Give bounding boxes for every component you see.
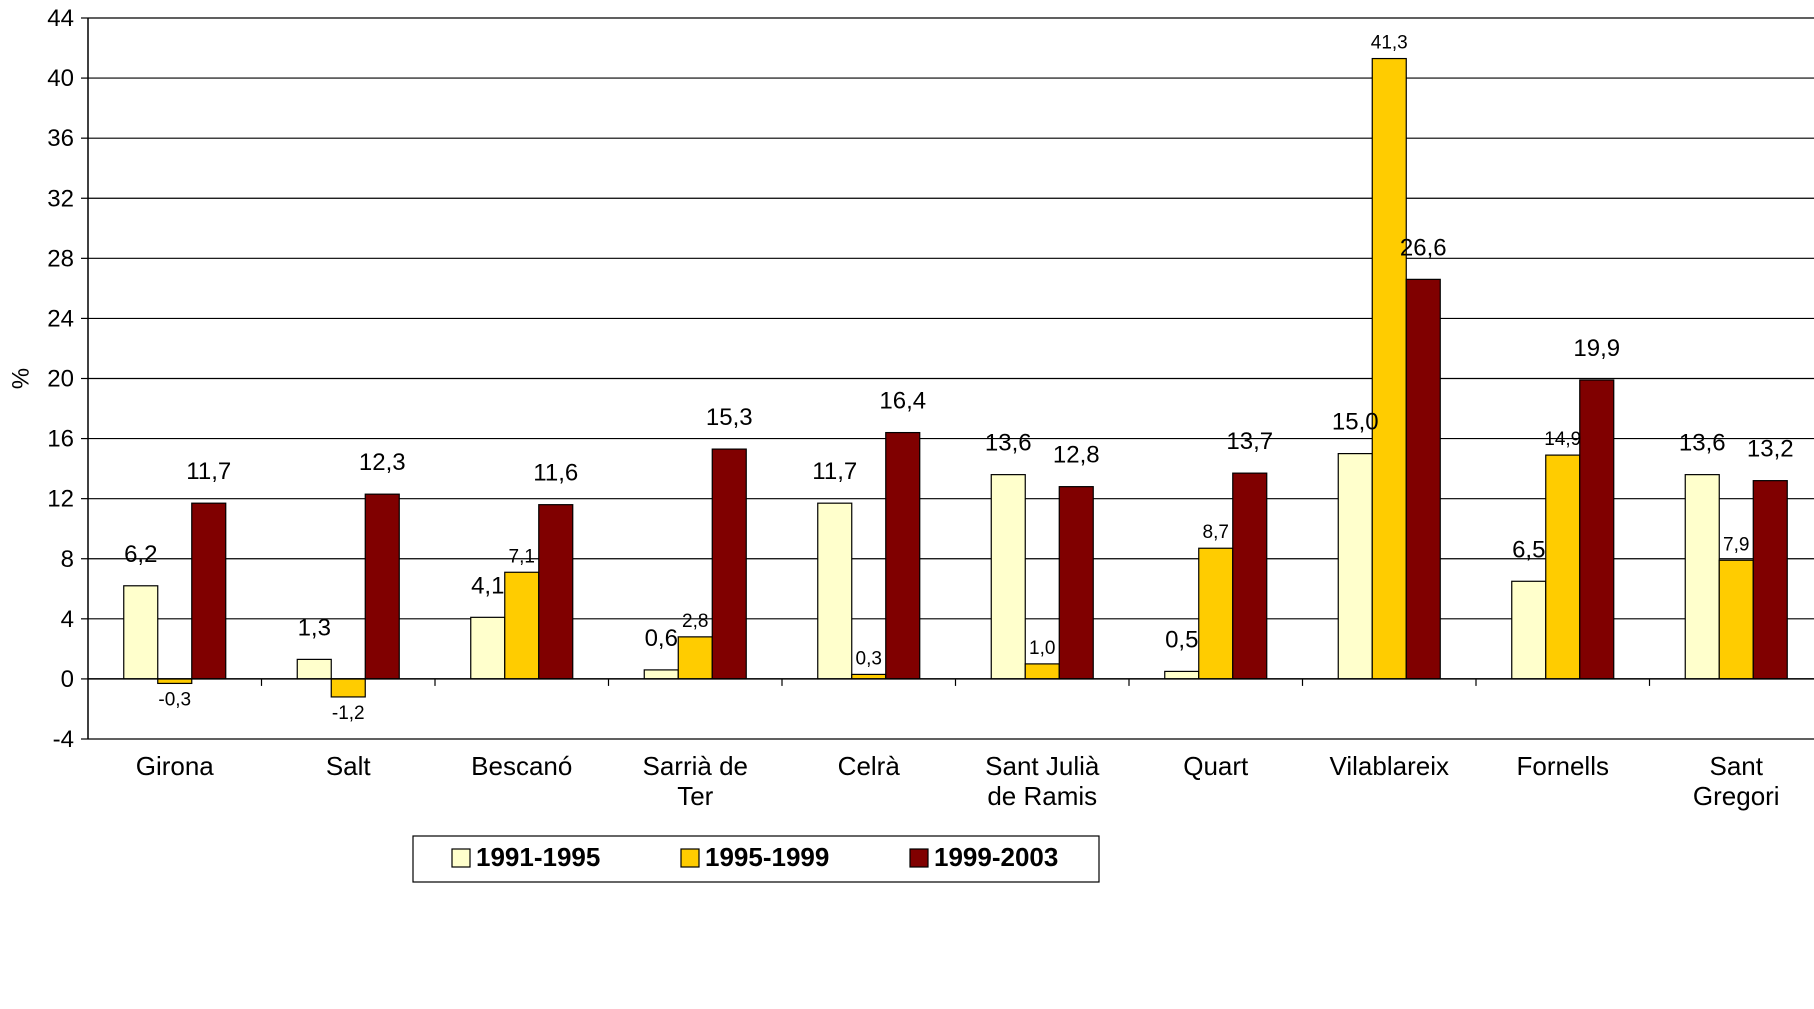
y-axis-label: % bbox=[6, 368, 33, 389]
data-label: 16,4 bbox=[879, 388, 926, 415]
bars bbox=[123, 57, 1788, 698]
legend-swatch bbox=[909, 848, 929, 868]
bar-1999-2003 bbox=[711, 448, 747, 680]
data-label: 13,6 bbox=[985, 430, 1032, 457]
y-tick-label: 32 bbox=[47, 185, 74, 212]
bar-1999-2003 bbox=[538, 504, 574, 680]
data-label: 13,2 bbox=[1747, 436, 1794, 463]
legend: 1991-1995 1995-1999 1999-2003 bbox=[412, 835, 1100, 883]
legend-entry: 1991-1995 bbox=[476, 842, 600, 872]
bar-1991-1995 bbox=[990, 474, 1026, 680]
data-label: -1,2 bbox=[332, 703, 365, 724]
bar-1999-2003 bbox=[364, 493, 400, 680]
y-tick-label: 24 bbox=[47, 305, 74, 332]
bar-1991-1995 bbox=[123, 585, 159, 680]
bar-1995-1999 bbox=[677, 636, 713, 680]
bar-1991-1995 bbox=[296, 658, 332, 680]
data-label: 41,3 bbox=[1371, 33, 1408, 54]
bar-1991-1995 bbox=[817, 502, 853, 680]
data-label: 8,7 bbox=[1203, 522, 1229, 543]
x-tick-label: Girona bbox=[136, 751, 215, 781]
y-tick-label: 0 bbox=[61, 666, 74, 693]
data-label: 7,1 bbox=[509, 546, 535, 567]
bar-1995-1999 bbox=[1718, 559, 1754, 680]
y-tick-label: 40 bbox=[47, 65, 74, 92]
y-axis: -4 0 4 8 12 16 20 24 28 32 36 40 44 bbox=[47, 5, 89, 753]
data-label: 13,6 bbox=[1679, 430, 1726, 457]
bar-1995-1999 bbox=[1545, 454, 1581, 680]
x-tick-label: Fornells bbox=[1517, 751, 1609, 781]
x-tick-label: Sarrià de Ter bbox=[643, 751, 749, 811]
data-label: 12,3 bbox=[359, 449, 406, 476]
bar-1995-1999 bbox=[1024, 663, 1060, 680]
legend-swatch bbox=[680, 848, 700, 868]
bar-1991-1995 bbox=[643, 669, 679, 680]
legend-entry: 1995-1999 bbox=[705, 842, 829, 872]
bar-1999-2003 bbox=[1405, 278, 1441, 680]
data-label: 0,3 bbox=[856, 648, 882, 669]
bar-1991-1995 bbox=[470, 616, 506, 680]
bar-1995-1999 bbox=[504, 571, 540, 680]
bar-1991-1995 bbox=[1337, 453, 1373, 680]
data-label: 12,8 bbox=[1053, 442, 1100, 469]
legend-entry: 1999-2003 bbox=[934, 842, 1058, 872]
data-label: 15,3 bbox=[706, 404, 753, 431]
data-label: 19,9 bbox=[1573, 335, 1620, 362]
bar-1991-1995 bbox=[1684, 474, 1720, 680]
bar-1991-1995 bbox=[1164, 670, 1200, 680]
bar-1999-2003 bbox=[1058, 486, 1094, 680]
x-tick-label: Vilablareix bbox=[1330, 751, 1449, 781]
y-tick-label: 28 bbox=[47, 245, 74, 272]
x-tick-label: Sant Julià de Ramis bbox=[985, 751, 1100, 811]
bar-1995-1999 bbox=[1198, 547, 1234, 680]
data-label: 0,6 bbox=[645, 625, 678, 652]
legend-swatch bbox=[451, 848, 471, 868]
y-tick-label: 20 bbox=[47, 366, 74, 393]
bar-1999-2003 bbox=[191, 502, 227, 680]
data-label: 6,5 bbox=[1512, 536, 1545, 563]
x-tick-label: Bescanó bbox=[471, 751, 572, 781]
bar-1995-1999 bbox=[330, 678, 366, 698]
y-tick-label: 16 bbox=[47, 426, 74, 453]
bar-1999-2003 bbox=[1752, 480, 1788, 680]
y-tick-label: 36 bbox=[47, 125, 74, 152]
bar-1995-1999 bbox=[1371, 57, 1407, 680]
data-label: 26,6 bbox=[1400, 234, 1447, 261]
data-label: 13,7 bbox=[1226, 428, 1273, 455]
data-label: 15,0 bbox=[1332, 409, 1379, 436]
data-label: 1,0 bbox=[1029, 638, 1055, 659]
y-tick-label: -4 bbox=[53, 726, 74, 753]
x-tick-label: Quart bbox=[1183, 751, 1249, 781]
bar-1999-2003 bbox=[1579, 379, 1615, 680]
x-tick-label: Sant Gregori bbox=[1693, 751, 1780, 811]
y-tick-label: 44 bbox=[47, 5, 74, 32]
data-label: 0,5 bbox=[1165, 626, 1198, 653]
data-label: -0,3 bbox=[158, 689, 191, 710]
data-labels: 6,2 -0,3 11,7 1,3 -1,2 12,3 4,17,1 11,6 0,62,8 15… bbox=[124, 33, 1794, 724]
x-tick-label: Salt bbox=[326, 751, 372, 781]
bar-1999-2003 bbox=[885, 431, 921, 680]
data-label: 4,1 bbox=[471, 572, 504, 599]
data-label: 2,8 bbox=[682, 611, 708, 632]
y-tick-label: 4 bbox=[61, 606, 74, 633]
legend-box bbox=[412, 835, 1100, 883]
data-label: 14,9 bbox=[1544, 429, 1581, 450]
data-label: 6,2 bbox=[124, 541, 157, 568]
x-tick-label: Celrà bbox=[838, 751, 901, 781]
data-label: 1,3 bbox=[298, 614, 331, 641]
x-axis: Girona Salt Bescanó Sarrià de Ter Celrà Sant J… bbox=[88, 678, 1814, 811]
data-label: 7,9 bbox=[1723, 534, 1749, 555]
data-label: 11,6 bbox=[533, 460, 578, 487]
y-tick-label: 12 bbox=[47, 486, 74, 513]
y-tick-label: 8 bbox=[61, 546, 74, 573]
bar-1999-2003 bbox=[1232, 472, 1268, 680]
data-label: 11,7 bbox=[186, 458, 231, 485]
bar-1991-1995 bbox=[1511, 580, 1547, 680]
data-label: 11,7 bbox=[812, 458, 857, 485]
